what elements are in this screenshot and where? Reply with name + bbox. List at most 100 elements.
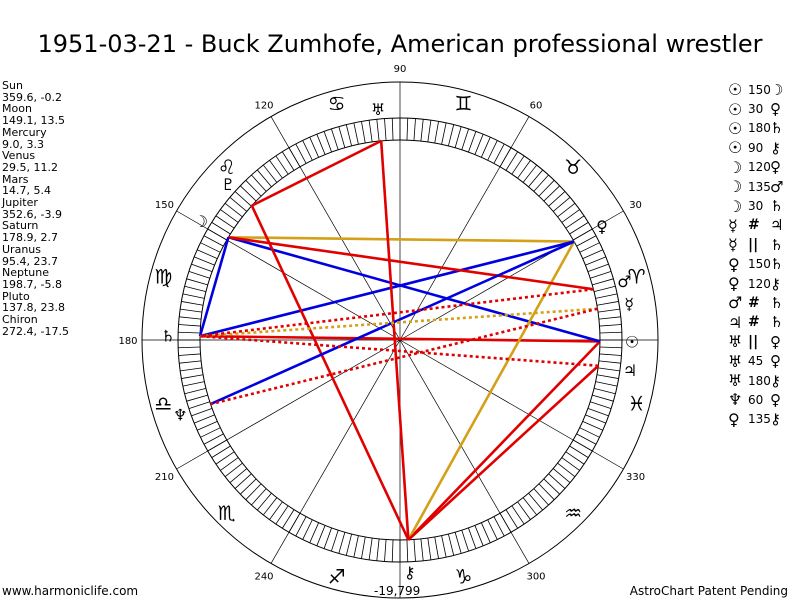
aspect-line xyxy=(250,205,410,541)
aspect-lines xyxy=(198,139,601,541)
degree-label: 150 xyxy=(155,200,174,211)
degree-tick xyxy=(595,381,618,387)
degree-tick xyxy=(585,414,606,424)
degree-tick xyxy=(203,235,224,247)
zodiac-signs: ♈ ♉ ♊ ♋ ♌ ♍ ♎ ♏ ♐ ♑ ♒ ♓ xyxy=(154,91,645,588)
aspect-planet-2: ♄ xyxy=(770,293,784,312)
aspect-value: 180 xyxy=(748,373,771,388)
degree-tick xyxy=(200,427,221,438)
degree-tick xyxy=(288,513,301,533)
aspect-value: 30 xyxy=(748,199,764,214)
degree-tick xyxy=(499,513,512,533)
degree-tick xyxy=(596,301,619,306)
degree-tick xyxy=(557,203,576,218)
aspect-planet-1: ♅ xyxy=(728,332,743,352)
degree-tick xyxy=(573,439,593,452)
aspect-row: ♆ 60 ♀ xyxy=(728,390,792,409)
degree-tick xyxy=(178,331,201,334)
aspect-planet-2: ♀ xyxy=(770,352,781,371)
degree-tick xyxy=(557,462,576,477)
planet-coords: 137.8, 23.8 xyxy=(2,301,65,315)
aspect-value: # xyxy=(748,217,760,234)
degree-tick xyxy=(184,285,207,293)
aspect-planet-2: ♄ xyxy=(770,235,784,254)
degree-tick xyxy=(188,401,210,409)
degree-label: 60 xyxy=(530,100,543,111)
aspect-line xyxy=(407,240,576,541)
footer-patent-note: AstroChart Patent Pending xyxy=(629,584,788,598)
degree-tick xyxy=(182,381,205,387)
aspect-row: ☿ # ♃ xyxy=(728,216,792,235)
degree-tick xyxy=(361,121,366,144)
degree-tick xyxy=(275,505,289,525)
degree-tick xyxy=(593,285,616,293)
degree-tick xyxy=(251,488,267,506)
aspect-planet-1: ☉ xyxy=(728,99,743,119)
degree-label: 30 xyxy=(629,200,642,211)
degree-tick xyxy=(376,119,380,142)
degree-tick xyxy=(178,324,201,327)
degree-tick xyxy=(528,492,544,511)
aspect-planet-1: ☉ xyxy=(728,80,743,100)
degree-tick xyxy=(211,445,231,458)
degree-tick xyxy=(353,535,359,558)
planet-name: Neptune xyxy=(2,266,50,280)
degree-tick xyxy=(295,143,307,164)
aspect-value: 150 xyxy=(748,257,771,272)
degree-tick xyxy=(474,134,484,155)
planet-name: Mercury xyxy=(2,125,47,139)
zodiac-sign: ♑ xyxy=(454,565,472,589)
degree-tick xyxy=(331,530,339,552)
aspect-value: 90 xyxy=(748,140,764,155)
degree-tick xyxy=(391,118,394,141)
degree-tick xyxy=(180,308,203,313)
degree-tick xyxy=(517,501,531,520)
degree-tick xyxy=(569,222,589,235)
zodiac-sign: ♉ xyxy=(564,155,582,179)
footer-website-link[interactable]: www.harmoniclife.com xyxy=(2,584,139,598)
degree-tick xyxy=(569,445,589,458)
zodiac-sign: ♎ xyxy=(154,391,172,415)
degree-tick xyxy=(302,519,313,540)
planet-name: Moon xyxy=(2,102,32,116)
planet-name: Jupiter xyxy=(2,196,38,210)
degree-tick xyxy=(592,278,614,286)
degree-tick xyxy=(461,128,469,150)
aspect-list: ☉ 150 ☽ ☉ 30 ♀ ☉ 180 ♄ ☉ 90 ⚷ ☽ 120 ♀ ☽ 135 ♂ ☽ 30 ♄ ☿ # ♃ ☿ || ♄ ♀… xyxy=(728,80,792,429)
aspect-planet-2: ⚷ xyxy=(770,410,781,429)
aspect-planet-1: ♅ xyxy=(728,351,743,371)
planet-glyph: ♆ xyxy=(173,405,187,424)
aspect-line xyxy=(199,307,598,338)
degree-tick xyxy=(309,137,320,158)
degree-tick xyxy=(338,532,346,554)
planet-glyphs: ☉ ☽ ☿ ♀ ♂ ♃ ♄ ♅ ♆ ♇ ⚷ xyxy=(161,100,639,582)
degree-tick xyxy=(579,427,600,438)
degree-tick xyxy=(587,263,609,272)
degree-tick xyxy=(579,242,600,253)
degree-tick xyxy=(181,301,204,306)
zodiac-sign: ♒ xyxy=(564,501,582,525)
zodiac-sign: ♈ xyxy=(628,265,646,289)
degree-tick xyxy=(245,483,262,500)
degree-tick xyxy=(331,128,339,150)
degree-tick xyxy=(522,164,537,183)
aspect-planet-2: ♄ xyxy=(770,255,784,274)
degree-tick xyxy=(263,164,278,183)
degree-tick xyxy=(186,278,208,286)
aspect-planet-1: ☉ xyxy=(728,118,743,138)
aspect-row: ☉ 180 ♄ xyxy=(728,119,792,138)
degree-tick xyxy=(186,394,208,402)
planet-glyph: ⚷ xyxy=(404,563,416,582)
degree-tick xyxy=(493,143,505,164)
planet-name: Mars xyxy=(2,172,29,186)
degree-tick xyxy=(597,367,620,372)
degree-tick xyxy=(406,539,409,562)
degree-tick xyxy=(493,516,505,537)
planet-list: Sun 359.6, -0.2 Moon 149.1, 13.5 Mercury 9.0,… xyxy=(2,80,69,337)
degree-tick xyxy=(427,537,432,560)
planet-glyph: ☿ xyxy=(624,295,634,314)
planet-coords: 272.4, -17.5 xyxy=(2,324,69,338)
degree-tick xyxy=(599,353,622,356)
aspect-planet-1: ♆ xyxy=(728,390,743,410)
planet-coords: 95.4, 23.7 xyxy=(2,254,58,268)
